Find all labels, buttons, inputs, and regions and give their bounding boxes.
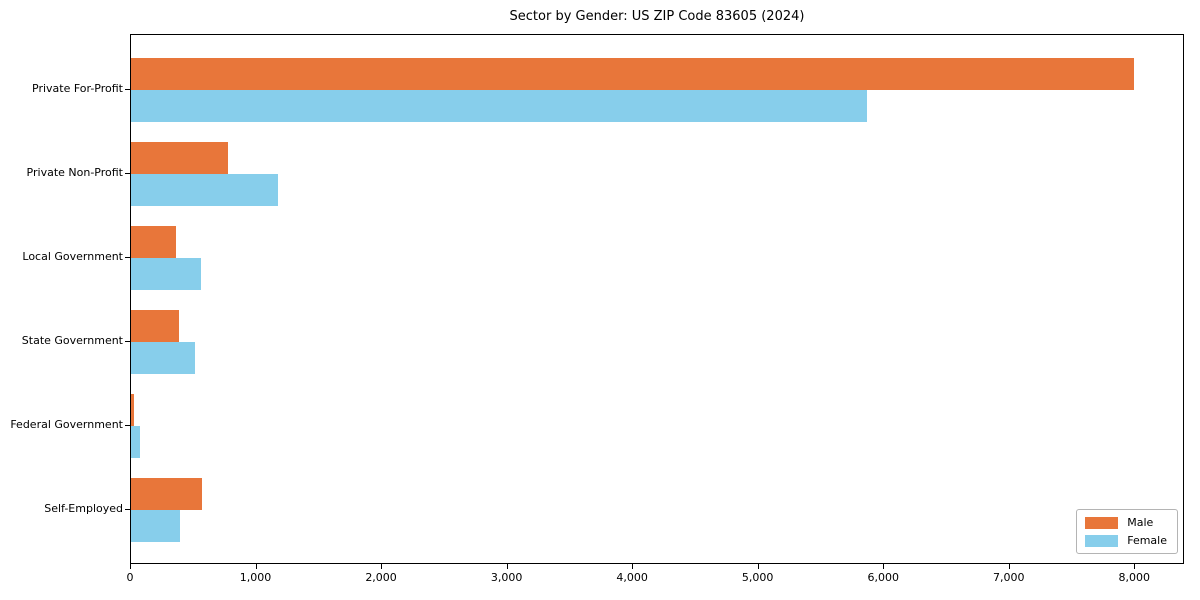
legend: Male Female	[1076, 509, 1178, 554]
x-axis-tick	[1008, 564, 1010, 569]
x-axis-tick	[757, 564, 759, 569]
bar-female-6	[131, 510, 180, 542]
x-axis-tick-label-5: 4,000	[616, 571, 648, 584]
y-axis-label-3: Local Government	[22, 250, 123, 263]
bar-female-1	[131, 90, 867, 122]
bar-female-3	[131, 258, 201, 290]
x-axis-tick	[130, 564, 131, 569]
y-axis-tick	[125, 257, 130, 258]
x-axis-tick-label-2: 1,000	[239, 571, 272, 584]
legend-label-male: Male	[1127, 516, 1154, 529]
x-axis-tick	[506, 564, 508, 569]
x-axis-tick	[1134, 564, 1136, 569]
y-axis-tick	[125, 509, 130, 510]
x-axis-tick	[632, 564, 634, 569]
bar-female-2	[131, 174, 278, 206]
x-axis-tick	[255, 564, 257, 569]
y-axis-label-4: State Government	[21, 334, 123, 347]
x-axis-tick	[883, 564, 885, 569]
x-axis-tick-label-9: 8,000	[1118, 571, 1151, 584]
x-axis-tick-label-7: 6,000	[867, 571, 899, 584]
x-axis-tick-label-6: 5,000	[741, 571, 774, 584]
bar-male-5	[131, 394, 134, 426]
chart-title: Sector by Gender: US ZIP Code 83605 (202…	[509, 9, 805, 24]
bar-female-5	[131, 426, 140, 458]
bar-female-4	[131, 342, 195, 374]
legend-item-male: Male	[1085, 516, 1167, 529]
y-axis-tick	[125, 89, 130, 90]
legend-item-female: Female	[1085, 534, 1167, 547]
bar-male-2	[131, 142, 228, 174]
bar-male-6	[131, 478, 202, 510]
x-axis-tick-label-3: 2,000	[365, 571, 397, 584]
plot-area: Male Female	[130, 34, 1184, 564]
x-axis-tick-label-4: 3,000	[490, 571, 523, 584]
y-axis-label-2: Private Non-Profit	[26, 166, 123, 179]
bar-male-1	[131, 58, 1134, 90]
y-axis-label-1: Private For-Profit	[32, 82, 123, 95]
bar-male-3	[131, 226, 176, 258]
y-axis-tick	[125, 425, 130, 426]
bar-male-4	[131, 310, 179, 342]
x-axis-tick	[381, 564, 383, 569]
y-axis-tick	[125, 173, 130, 174]
y-axis-label-6: Self-Employed	[44, 502, 123, 515]
y-axis-label-5: Federal Government	[10, 418, 123, 431]
x-axis-tick-label-8: 7,000	[993, 571, 1025, 584]
legend-swatch-male	[1085, 516, 1119, 529]
legend-swatch-female	[1085, 534, 1119, 547]
x-axis-tick-label-1: 0	[126, 571, 134, 584]
legend-label-female: Female	[1127, 534, 1167, 547]
y-axis-tick	[125, 341, 130, 342]
